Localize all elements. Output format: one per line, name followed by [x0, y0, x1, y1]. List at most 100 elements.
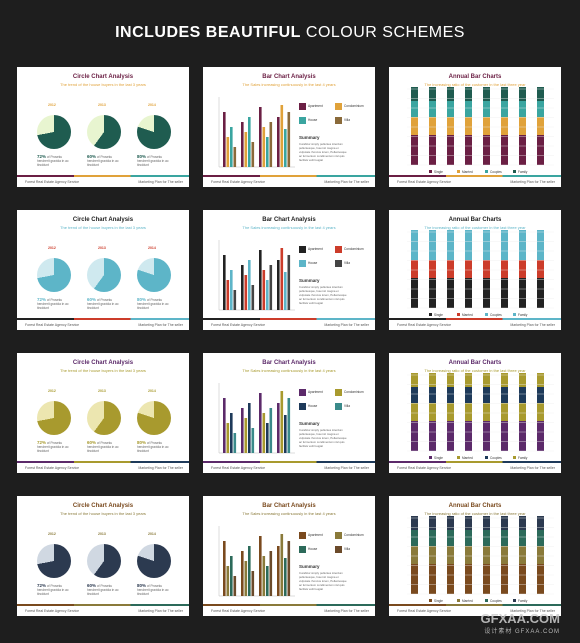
pie-caption-text: of Proseku hendrerit gravida in ac tinci…	[137, 298, 169, 310]
summary-text-line: facilisis velit feugiat	[299, 301, 323, 305]
stack-segment	[465, 260, 472, 278]
stack-segment	[519, 373, 526, 387]
bar	[266, 280, 269, 310]
stack-segment	[465, 230, 472, 244]
stack-segment	[411, 387, 418, 403]
legend-icon	[299, 403, 306, 410]
slide-footer: Forest Real Estate Agency Service Marketi…	[203, 604, 375, 616]
stack-segment	[465, 278, 472, 308]
footer-right-text: Marketing Plan for The seller	[324, 180, 369, 184]
stack-segment	[447, 373, 454, 387]
footer-left-text: Forest Real Estate Agency Service	[397, 180, 452, 184]
stack-segment	[537, 230, 544, 244]
legend-icon	[299, 103, 306, 110]
stack-segment	[501, 373, 508, 387]
legend-label: Family	[518, 599, 528, 603]
pie-percent: 72%	[37, 583, 47, 588]
stack-segment	[465, 516, 472, 530]
summary-text-line: Curabitur simply pellentes interdum	[299, 571, 344, 575]
bar	[248, 117, 251, 167]
slide-subtitle: The increasing ratio of the customer in …	[424, 82, 526, 87]
bar	[251, 571, 255, 596]
slide-footer: Forest Real Estate Agency Service Marketi…	[389, 175, 561, 187]
pie-caption: 80% of Proseku hendrerit gravida in ac t…	[137, 297, 171, 310]
legend-label: Villa	[344, 118, 350, 122]
stack-segment	[519, 564, 526, 594]
stack-segment	[519, 244, 526, 260]
slide-title: Annual Bar Charts	[448, 217, 502, 223]
bar	[259, 536, 262, 596]
stack-segment	[501, 260, 508, 278]
pie-chart	[37, 544, 71, 578]
bar	[226, 423, 230, 453]
stack-segment	[537, 387, 544, 403]
slide-title: Circle Chart Analysis	[72, 360, 134, 366]
bar-chart-graphic: Apartment Condominium House Villa Summary Cur…	[218, 97, 364, 168]
pie-caption: 72% of Proseku hendrerit gravida in ac t…	[37, 583, 71, 596]
bar	[241, 265, 244, 310]
pie-caption: 60% of Proseku hendrerit gravida in ac t…	[87, 297, 121, 310]
stack-segment	[465, 117, 472, 135]
bar	[241, 122, 244, 167]
pie-year-label: 2013	[98, 103, 106, 107]
stack-segment	[447, 387, 454, 403]
legend-swatch	[457, 313, 460, 316]
bar	[280, 105, 284, 167]
legend-label: Condominium	[344, 533, 364, 537]
watermark-sub: 设计素材 GFXAA.COM	[484, 629, 560, 635]
stack-segment	[429, 87, 436, 101]
slide-subtitle: The increasing ratio of the customer in …	[424, 225, 526, 230]
bar	[287, 541, 291, 596]
bar	[251, 285, 255, 310]
bar	[262, 270, 266, 310]
legend-swatch	[485, 313, 488, 316]
slide-footer: Forest Real Estate Agency Service Marketi…	[17, 318, 189, 330]
pie-caption: 72% of Proseku hendrerit gravida in ac t…	[37, 297, 71, 310]
stack-segment	[537, 244, 544, 260]
legend-label: Apartment	[308, 533, 323, 537]
summary-text-line: pellentesque, fuset sit magna et	[299, 146, 339, 150]
stack-segment	[519, 516, 526, 530]
stack-segment	[519, 546, 526, 564]
pie-chart	[37, 115, 71, 149]
legend-label: Family	[518, 313, 528, 317]
slide-subtitle: The Sales increasing continuously in the…	[242, 511, 336, 516]
slide-footer: Forest Real Estate Agency Service Marketi…	[17, 461, 189, 473]
legend-swatch	[485, 456, 488, 459]
pie-chart	[87, 401, 121, 435]
legend-label: Family	[518, 170, 528, 174]
legend-swatch	[429, 313, 432, 316]
stack-segment	[465, 135, 472, 165]
bar	[284, 272, 287, 310]
pie-caption-text: of Proseku hendrerit gravida in ac tinci…	[37, 155, 69, 167]
stack-segment	[411, 546, 418, 564]
legend-label: Apartment	[308, 247, 323, 251]
stack-segment	[483, 230, 490, 244]
pie-caption: 60% of Proseku hendrerit gravida in ac t…	[87, 440, 121, 453]
footer-accent-bar	[389, 318, 561, 320]
bar	[284, 129, 287, 167]
bar	[233, 290, 237, 310]
legend-label: House	[308, 547, 317, 551]
bar	[230, 127, 233, 167]
pie-percent: 80%	[137, 154, 147, 159]
slide-title: Circle Chart Analysis	[72, 74, 134, 80]
slide-subtitle: The increasing ratio of the customer in …	[424, 368, 526, 373]
slide-title: Bar Chart Analysis	[262, 74, 316, 80]
legend-icon	[335, 546, 342, 553]
pie-caption-text: of Proseku hendrerit gravida in ac tinci…	[37, 298, 69, 310]
stack-segment	[411, 403, 418, 421]
bar	[233, 576, 237, 596]
slide-footer: Forest Real Estate Agency Service Marketi…	[389, 604, 561, 616]
slide-footer: Forest Real Estate Agency Service Marketi…	[203, 175, 375, 187]
legend-swatch	[457, 170, 460, 173]
stack-segment	[411, 373, 418, 387]
stack-segment	[501, 101, 508, 117]
legend-icon	[299, 246, 306, 253]
slide-footer: Forest Real Estate Agency Service Marketi…	[389, 318, 561, 330]
header-bold: INCLUDES BEAUTIFUL	[115, 24, 301, 41]
footer-left-text: Forest Real Estate Agency Service	[397, 609, 452, 613]
slide-subtitle: The increasing ratio of the customer in …	[424, 511, 526, 516]
stack-segment	[537, 564, 544, 594]
bar	[284, 415, 287, 453]
